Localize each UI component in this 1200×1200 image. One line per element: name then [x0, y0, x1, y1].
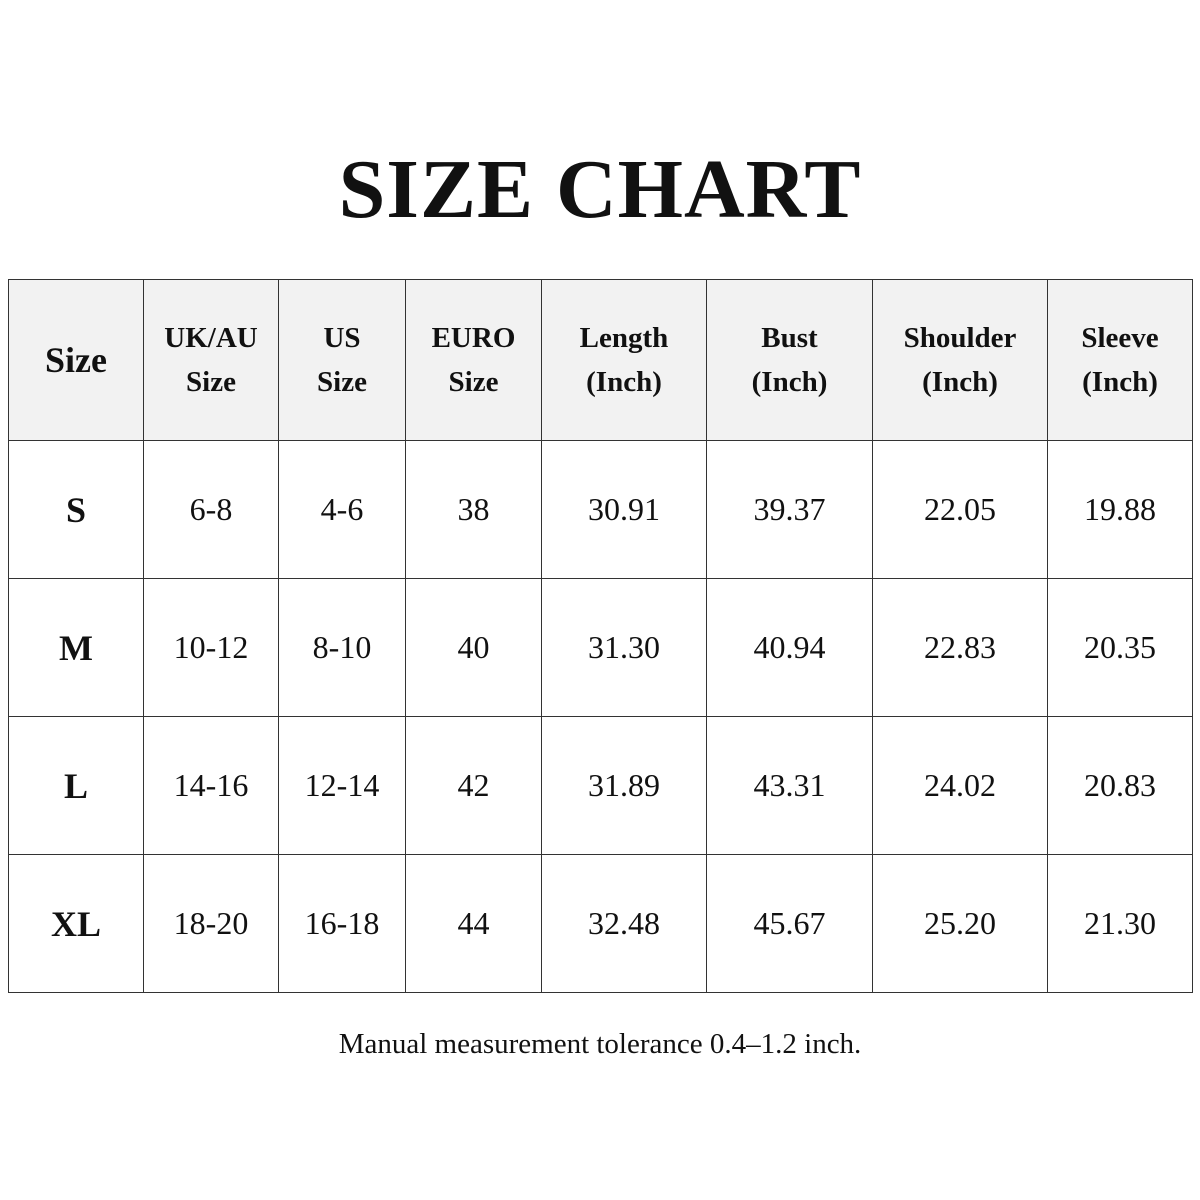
value-cell: 45.67 [706, 854, 873, 993]
header-text: Length [579, 322, 669, 354]
header-cell: Shoulder (Inch) [872, 279, 1048, 441]
header-text: Sleeve [1081, 322, 1159, 354]
value-cell: 42 [405, 716, 542, 855]
value-cell: 21.30 [1047, 854, 1193, 993]
value-cell: 31.89 [541, 716, 707, 855]
value-cell: 8-10 [278, 578, 406, 717]
value-cell: 43.31 [706, 716, 873, 855]
table-row: L 14-16 12-14 42 31.89 43.31 24.02 20.83 [8, 716, 1193, 855]
header-cell: Sleeve (Inch) [1047, 279, 1193, 441]
header-text: (Inch) [1082, 366, 1158, 398]
header-text: Shoulder [903, 322, 1017, 354]
header-cell: US Size [278, 279, 406, 441]
header-text: Size [45, 340, 107, 380]
table-row: M 10-12 8-10 40 31.30 40.94 22.83 20.35 [8, 578, 1193, 717]
header-text: Size [317, 366, 367, 398]
value-cell: 22.05 [872, 440, 1048, 579]
value-cell: 20.35 [1047, 578, 1193, 717]
size-cell: S [8, 440, 144, 579]
value-cell: 6-8 [143, 440, 279, 579]
size-cell: M [8, 578, 144, 717]
value-cell: 38 [405, 440, 542, 579]
header-cell: Bust (Inch) [706, 279, 873, 441]
value-cell: 18-20 [143, 854, 279, 993]
header-text: EURO [431, 322, 516, 354]
header-cell: Length (Inch) [541, 279, 707, 441]
header-text: (Inch) [586, 366, 662, 398]
value-cell: 22.83 [872, 578, 1048, 717]
value-cell: 30.91 [541, 440, 707, 579]
value-cell: 10-12 [143, 578, 279, 717]
header-text: US [323, 322, 361, 354]
title: SIZE CHART [338, 143, 862, 236]
value-cell: 19.88 [1047, 440, 1193, 579]
value-cell: 44 [405, 854, 542, 993]
value-cell: 20.83 [1047, 716, 1193, 855]
size-cell: L [8, 716, 144, 855]
value-cell: 40.94 [706, 578, 873, 717]
header-cell: Size [8, 279, 144, 441]
header-text: Size [448, 366, 499, 398]
header-text: Size [186, 366, 236, 398]
header-text: UK/AU [164, 322, 258, 354]
value-cell: 39.37 [706, 440, 873, 579]
header-row: Size UK/AU Size US Size EURO Size Length (Inch) B… [8, 279, 1193, 441]
value-cell: 31.30 [541, 578, 707, 717]
header-text: Bust [761, 322, 818, 354]
value-cell: 4-6 [278, 440, 406, 579]
size-cell: XL [8, 854, 144, 993]
table-row: XL 18-20 16-18 44 32.48 45.67 25.20 21.30 [8, 854, 1193, 993]
size-table: Size UK/AU Size US Size EURO Size Length (Inch) B… [8, 279, 1193, 993]
table-row: S 6-8 4-6 38 30.91 39.37 22.05 19.88 [8, 440, 1193, 579]
value-cell: 14-16 [143, 716, 279, 855]
value-cell: 25.20 [872, 854, 1048, 993]
note: Manual measurement tolerance 0.4–1.2 inc… [338, 1028, 862, 1060]
value-cell: 16-18 [278, 854, 406, 993]
value-cell: 40 [405, 578, 542, 717]
header-text: (Inch) [751, 366, 828, 398]
value-cell: 32.48 [541, 854, 707, 993]
header-cell: EURO Size [405, 279, 542, 441]
header-text: (Inch) [922, 366, 998, 398]
value-cell: 12-14 [278, 716, 406, 855]
value-cell: 24.02 [872, 716, 1048, 855]
header-cell: UK/AU Size [143, 279, 279, 441]
